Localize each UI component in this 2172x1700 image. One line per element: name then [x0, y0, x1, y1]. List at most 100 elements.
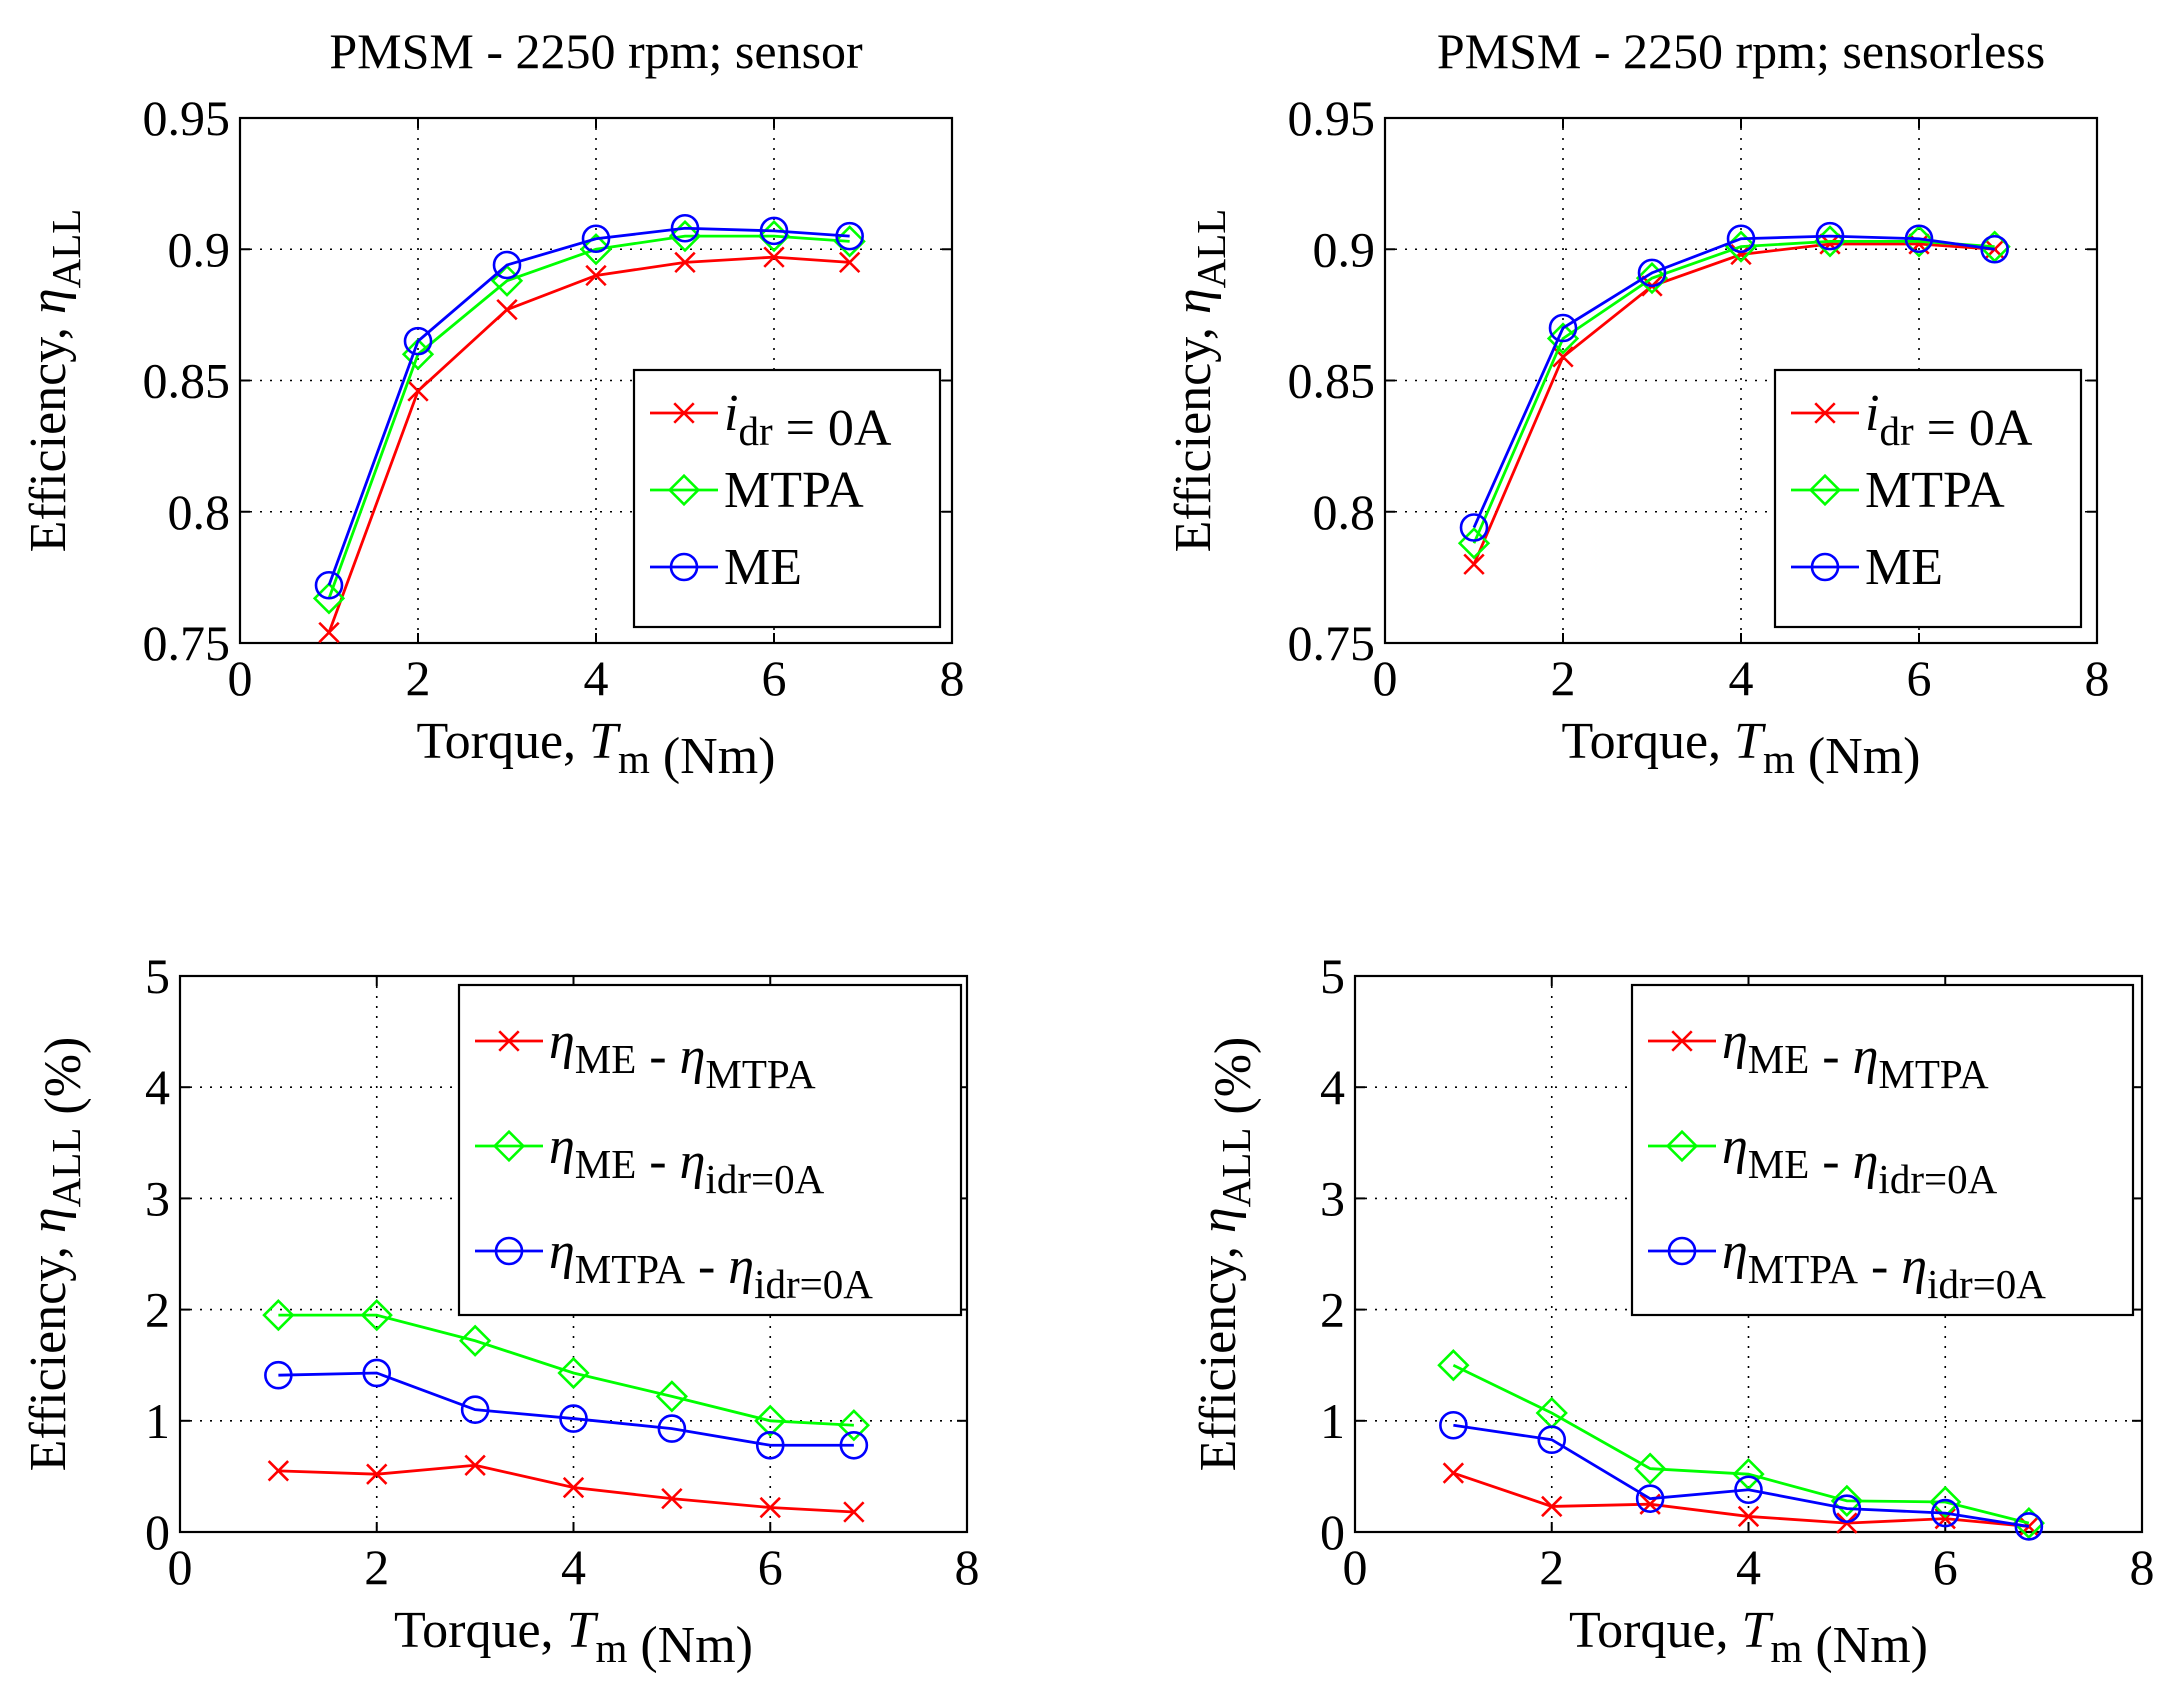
legend-entry-label: ηME - ηMTPA: [549, 1013, 816, 1097]
data-point-circle-marker: [839, 1430, 869, 1460]
legend-entry-label: ηMTPA - ηidr=0A: [1722, 1223, 2046, 1307]
chart-bottom-left-sensor-difference: 0 2 4 6 8 0 1 2 3 4 5 Torque, Tm (Nm) Efficiency, ηA…: [20, 948, 980, 1674]
data-point-x-marker: [585, 264, 607, 287]
data-point-x-marker: [759, 1496, 781, 1519]
x-tick-label: 4: [561, 1539, 586, 1595]
data-point-x-marker: [562, 1476, 585, 1499]
data-point-diamond-marker: [655, 1380, 689, 1413]
x-tick-label: 6: [762, 650, 787, 706]
series-line: [278, 1371, 854, 1447]
y-tick-label: 0.9: [168, 221, 231, 277]
data-point-circle-marker: [1832, 1494, 1862, 1523]
legend-diamond-marker: [1665, 1129, 1699, 1163]
data-point-x-marker: [763, 246, 785, 268]
legend: ηME - ηMTPA ηME - ηidr=0A ηMTPA - ηidr=0A: [457, 983, 963, 1317]
x-tick-label: 0: [228, 650, 253, 706]
y-tick-label: 0.85: [143, 353, 231, 409]
legend-entry-label: idr = 0A: [1865, 385, 2033, 457]
x-tick-label: 2: [1551, 650, 1576, 706]
x-tick-label: 2: [1539, 1539, 1564, 1595]
legend-diamond-marker: [1808, 473, 1842, 507]
series-line: [1472, 239, 1995, 544]
series-0: [267, 1454, 865, 1523]
data-point-x-marker: [407, 380, 429, 402]
data-point-circle-marker: [835, 221, 864, 251]
data-point-circle-marker: [460, 1395, 490, 1424]
chart-top-right-sensorless: 0 2 4 6 8 0.75 0.8 0.85 0.9 0.95 PMSM - 2250 rpm; …: [1165, 23, 2110, 785]
y-tick-label: 1: [1320, 1393, 1345, 1449]
x-axis-label: Torque, Tm (Nm): [1569, 1602, 1928, 1674]
legend-x-marker: [1671, 1030, 1693, 1052]
data-point-diamond-marker: [1633, 1452, 1667, 1485]
x-axis-label: Torque, Tm (Nm): [394, 1602, 753, 1674]
legend-entry-label: idr = 0A: [724, 385, 892, 457]
data-point-x-marker: [464, 1454, 486, 1476]
data-point-circle-marker: [1548, 313, 1578, 343]
series-line: [1452, 1363, 2030, 1525]
data-point-x-marker: [838, 251, 861, 274]
chart-title: PMSM - 2250 rpm; sensor: [329, 23, 863, 79]
data-point-diamond-marker: [1457, 527, 1491, 560]
legend-diamond-marker: [667, 473, 701, 507]
x-tick-label: 0: [1343, 1539, 1368, 1595]
series-1: [1457, 225, 2011, 560]
data-point-diamond-marker: [360, 1299, 393, 1332]
y-axis-label: Efficiency, ηALL (%): [20, 1037, 92, 1472]
series-2: [314, 213, 864, 600]
data-point-diamond-marker: [1929, 1485, 1962, 1519]
y-tick-label: 3: [145, 1170, 170, 1226]
data-point-circle-marker: [1815, 221, 1845, 251]
data-point-circle-marker: [362, 1358, 392, 1388]
x-tick-label: 8: [2130, 1539, 2155, 1595]
x-tick-label: 8: [940, 650, 965, 706]
data-point-circle-marker: [1726, 224, 1756, 254]
y-tick-label: 5: [145, 948, 170, 1004]
legend-x-marker: [673, 402, 695, 424]
data-point-x-marker: [674, 251, 696, 274]
y-tick-label: 0: [1320, 1504, 1345, 1560]
y-tick-label: 0.8: [1313, 484, 1376, 540]
legend-entry-label: ηME - ηMTPA: [1722, 1013, 1989, 1097]
data-point-circle-marker: [492, 250, 522, 280]
data-point-circle-marker: [314, 570, 344, 600]
chart-bottom-right-sensorless-difference: 0 2 4 6 8 0 1 2 3 4 5 Torque, Tm (Nm) Efficiency, ηA…: [1190, 948, 2155, 1674]
y-tick-label: 4: [145, 1059, 170, 1115]
data-point-circle-marker: [264, 1360, 293, 1390]
data-point-x-marker: [1836, 1512, 1858, 1534]
x-tick-label: 2: [364, 1539, 389, 1595]
legend-diamond-marker: [492, 1129, 526, 1163]
data-point-circle-marker: [1734, 1475, 1763, 1505]
data-point-diamond-marker: [837, 1409, 871, 1442]
legend-x-marker: [1814, 402, 1836, 424]
data-point-diamond-marker: [579, 233, 613, 266]
series-2: [1439, 1410, 2044, 1541]
legend-x-marker: [498, 1030, 520, 1052]
y-tick-label: 0: [145, 1504, 170, 1560]
legend-entry-label: ηMTPA - ηidr=0A: [549, 1223, 873, 1307]
series-2: [264, 1358, 869, 1460]
data-point-diamond-marker: [668, 219, 702, 253]
data-point-diamond-marker: [262, 1299, 295, 1332]
legend-circle-marker: [494, 1236, 524, 1266]
data-point-diamond-marker: [1830, 1484, 1864, 1517]
y-tick-label: 0.8: [168, 484, 231, 540]
legend-circle-marker: [669, 552, 699, 582]
x-tick-label: 4: [1736, 1539, 1761, 1595]
data-point-x-marker: [661, 1487, 683, 1510]
data-point-circle-marker: [657, 1414, 687, 1443]
data-point-x-marker: [1541, 1495, 1563, 1518]
legend-entry-label: ME: [724, 539, 802, 596]
data-point-diamond-marker: [1902, 225, 1936, 258]
data-point-diamond-marker: [458, 1324, 492, 1357]
chart-top-left-sensor: 0 2 4 6 8 0.75 0.8 0.85 0.9 0.95 PMSM - 2250 rpm; …: [20, 23, 965, 785]
data-point-x-marker: [318, 621, 340, 644]
legend-entry-label: MTPA: [1865, 462, 2005, 519]
data-point-circle-marker: [1459, 513, 1489, 542]
data-point-circle-marker: [1637, 258, 1667, 288]
series-line: [278, 1313, 854, 1427]
y-axis-label: Efficiency, ηALL: [20, 209, 89, 553]
